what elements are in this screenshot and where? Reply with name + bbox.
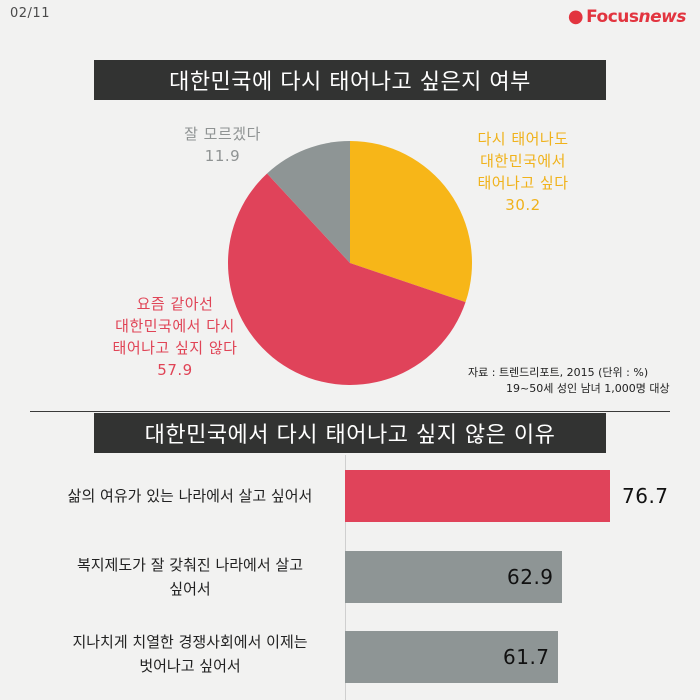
pie-slice-yes <box>350 141 472 303</box>
pie-label-no-line-2: 대한민국에서 다시 <box>115 317 235 335</box>
bar-label-1: 삶의 여유가 있는 나라에서 살고 싶어서 <box>40 484 340 508</box>
focusnews-logo-icon: ● <box>567 6 584 27</box>
pie-value-unsure: 11.9 <box>204 147 241 165</box>
source-note: 자료 : 트렌드리포트, 2015 (단위 : %) 19~50세 성인 남녀 … <box>468 365 670 397</box>
bar-label-2-line-2: 싶어서 <box>169 580 211 598</box>
bar-1 <box>345 470 610 522</box>
bar-chart-title: 대한민국에서 다시 태어나고 싶지 않은 이유 <box>94 413 606 453</box>
page-number: 02/11 <box>10 6 50 21</box>
pie-value-no: 57.9 <box>157 361 193 379</box>
bar-value-2: 62.9 <box>507 565 554 589</box>
pie-label-no: 요즘 같아선 대한민국에서 다시 태어나고 싶지 않다 57.9 <box>94 293 256 381</box>
pie-chart-title: 대한민국에 다시 태어나고 싶은지 여부 <box>94 60 606 100</box>
pie-label-yes: 다시 태어나도 대한민국에서 태어나고 싶다 30.2 <box>458 128 588 216</box>
pie-slice-unsure <box>267 141 350 263</box>
bar-2 <box>345 551 562 603</box>
source-line-2: 19~50세 성인 남녀 1,000명 대상 <box>506 382 670 395</box>
source-line-1: 자료 : 트렌드리포트, 2015 (단위 : %) <box>468 366 649 379</box>
bar-value-3: 61.7 <box>503 645 550 669</box>
logo-text-focus: Focus <box>586 6 639 27</box>
pie-label-no-line-1: 요즘 같아선 <box>136 295 214 313</box>
bar-value-1: 76.7 <box>622 484 669 508</box>
bar-label-3-line-2: 벗어나고 싶어서 <box>139 657 241 675</box>
logo-text-news: news <box>638 6 687 27</box>
bar-label-2-line-1: 복지제도가 잘 갖춰진 나라에서 살고 <box>76 556 304 574</box>
pie-slice-no <box>227 173 466 385</box>
pie-value-yes: 30.2 <box>505 196 541 214</box>
pie-label-yes-line-2: 대한민국에서 <box>480 152 566 170</box>
section-divider <box>30 411 670 412</box>
bar-label-3-line-1: 지나치게 치열한 경쟁사회에서 이제는 <box>72 633 308 651</box>
focusnews-logo: ● Focus news <box>567 6 687 27</box>
pie-label-unsure: 잘 모르겠다 11.9 <box>170 123 275 167</box>
pie-label-unsure-text: 잘 모르겠다 <box>184 125 261 143</box>
pie-label-yes-line-3: 태어나고 싶다 <box>477 174 569 192</box>
bar-3 <box>345 631 558 683</box>
bar-label-1-line-1: 삶의 여유가 있는 나라에서 살고 싶어서 <box>67 487 313 505</box>
bar-label-3: 지나치게 치열한 경쟁사회에서 이제는 벗어나고 싶어서 <box>40 630 340 678</box>
pie-label-yes-line-1: 다시 태어나도 <box>477 130 569 148</box>
pie-label-no-line-3: 태어나고 싶지 않다 <box>112 339 238 357</box>
bar-label-2: 복지제도가 잘 갖춰진 나라에서 살고 싶어서 <box>40 553 340 601</box>
